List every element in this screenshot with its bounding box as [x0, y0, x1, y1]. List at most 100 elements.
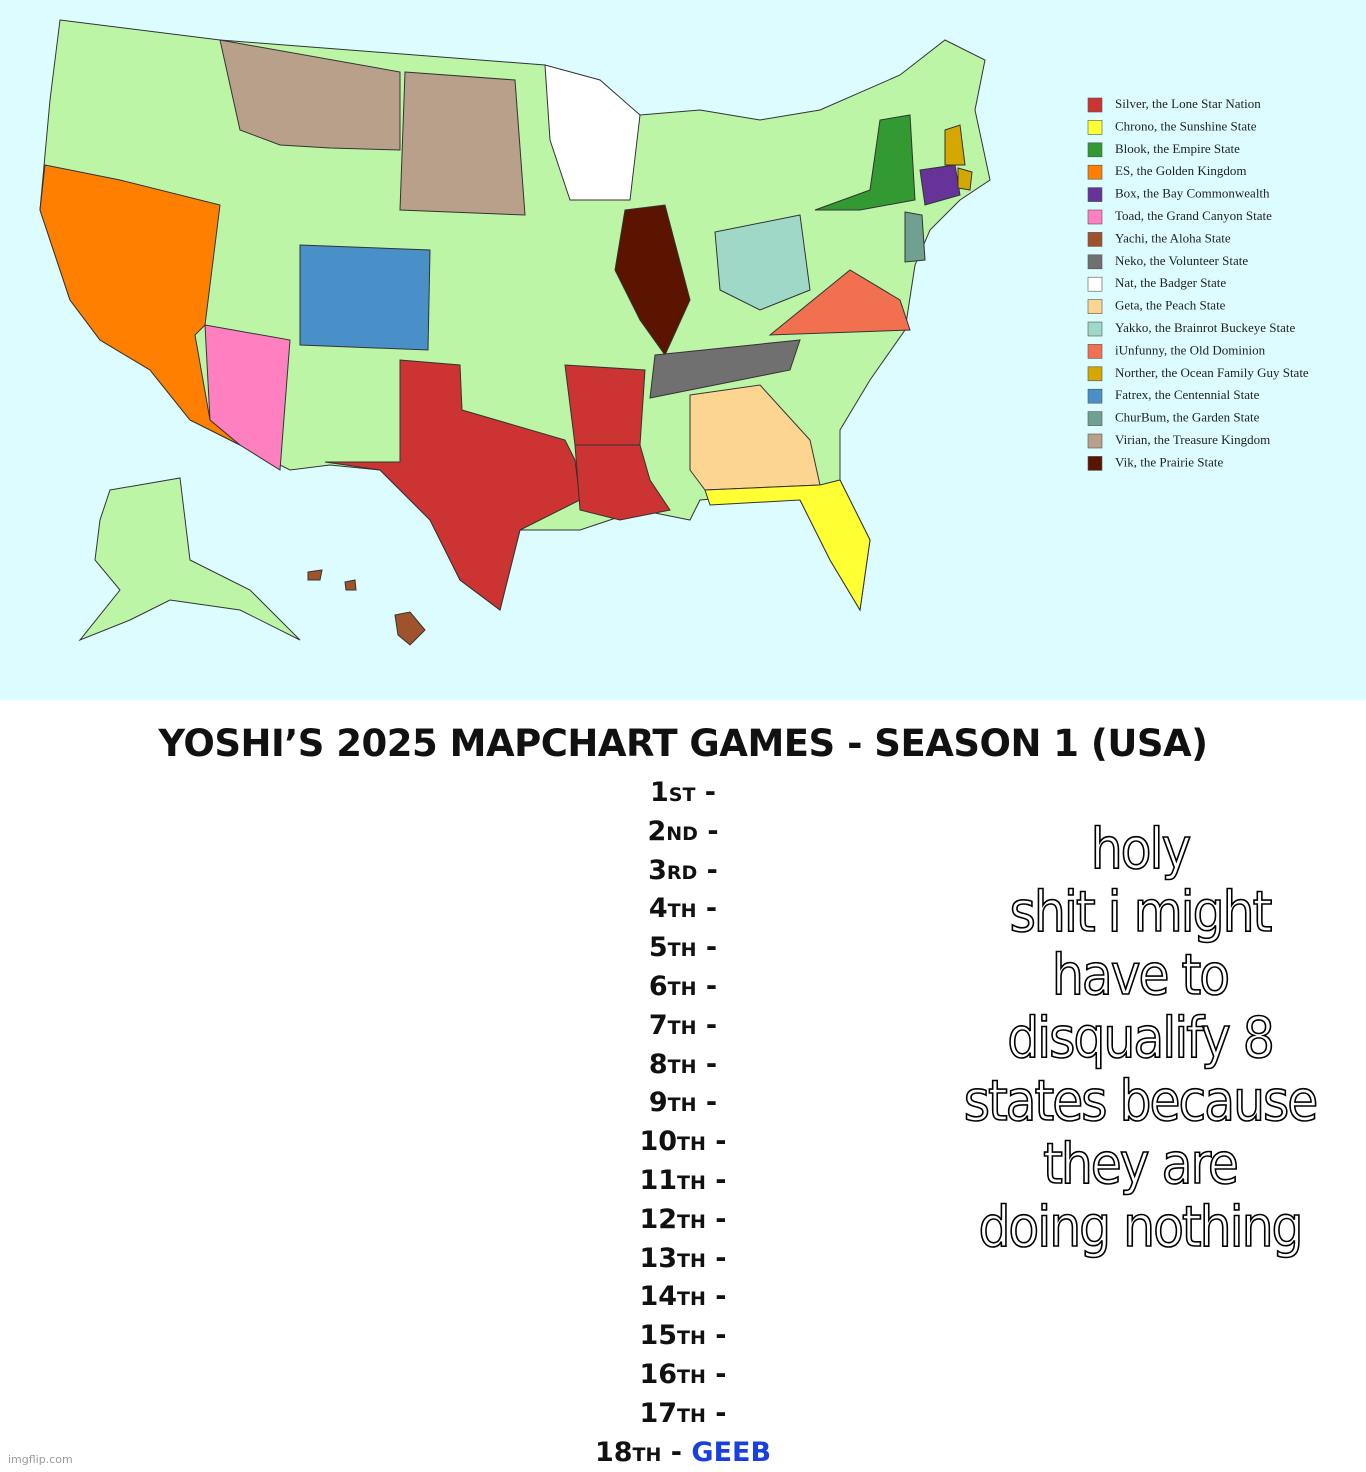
- rank-place: 1st -: [649, 777, 717, 808]
- region: [399, 71, 526, 216]
- rank-place: 6th -: [648, 970, 718, 1002]
- rank-row: 8th -: [483, 1046, 883, 1085]
- caption-line: have to: [1051, 943, 1231, 1008]
- rank-row: 10th -: [483, 1123, 883, 1162]
- rank-row: 18th - GEEB: [483, 1434, 883, 1472]
- rank-place: 11th -: [639, 1164, 727, 1196]
- caption-line: shit i might: [1009, 880, 1273, 945]
- region: [307, 569, 323, 581]
- rank-row: 2nd -: [483, 813, 883, 852]
- rank-place: 17th -: [639, 1397, 727, 1429]
- rank-place: 13th -: [639, 1242, 727, 1274]
- rankings: 1st - 2nd - 3rd - 4th - 5th - 6th - 7th - 8th -…: [483, 774, 883, 1472]
- legend-label: Virian, the Treasure Kingdom: [1115, 432, 1270, 447]
- rank-row: 7th -: [483, 1007, 883, 1046]
- states: [39, 19, 991, 646]
- caption-line: they are: [1042, 1132, 1239, 1197]
- region: [904, 211, 926, 263]
- region: [814, 114, 916, 211]
- rank-row: 9th -: [483, 1084, 883, 1123]
- legend-label: Blook, the Empire State: [1115, 141, 1240, 156]
- legend-swatch: [1087, 97, 1103, 113]
- region: [944, 124, 966, 166]
- legend: Silver, the Lone Star Nation Chrono, the …: [1087, 96, 1309, 471]
- rank-row: 12th -: [483, 1201, 883, 1240]
- legend-swatch: [1087, 164, 1103, 180]
- caption-line: disqualify 8: [1006, 1006, 1275, 1071]
- region: [649, 339, 801, 399]
- legend-swatch: [1087, 388, 1103, 404]
- region: [394, 611, 426, 646]
- legend-label: ChurBum, the Garden State: [1115, 410, 1260, 425]
- legend-swatch: [1087, 276, 1103, 292]
- region: [299, 244, 431, 351]
- rank-place: 18th -: [594, 1436, 682, 1468]
- legend-label: Toad, the Grand Canyon State: [1115, 208, 1272, 223]
- region: [564, 364, 646, 446]
- caption-line: holy: [1090, 817, 1192, 882]
- region: [919, 164, 961, 206]
- legend-label: Silver, the Lone Star Nation: [1115, 96, 1261, 111]
- region: [204, 324, 291, 471]
- legend-swatch: [1087, 411, 1103, 426]
- map: Silver, the Lone Star Nation Chrono, the …: [0, 0, 1366, 700]
- rank-place: 16th -: [639, 1358, 727, 1390]
- alaska: [78, 477, 301, 642]
- legend-swatch: [1087, 142, 1103, 158]
- rank-row: 5th -: [483, 929, 883, 968]
- legend-label: Nat, the Badger State: [1115, 275, 1226, 290]
- region: [768, 269, 911, 336]
- legend-swatch: [1087, 456, 1103, 471]
- legend-swatch: [1087, 209, 1103, 225]
- legend-swatch: [1087, 366, 1103, 382]
- legend-label: iUnfunny, the Old Dominion: [1115, 342, 1266, 357]
- rank-place: 5th -: [648, 932, 718, 964]
- legend-label: Yakko, the Brainrot Buckeye State: [1115, 320, 1296, 335]
- rank-row: 11th -: [483, 1162, 883, 1201]
- legend-swatch: [1087, 344, 1103, 359]
- title: YOSHI’S 2025 MAPCHART GAMES - SEASON 1 (…: [158, 722, 1208, 765]
- legend-swatch: [1087, 232, 1103, 247]
- region: [324, 359, 581, 611]
- rank-place: 2nd -: [647, 815, 719, 847]
- region: [957, 167, 973, 191]
- rank-place: 7th -: [648, 1009, 718, 1041]
- legend-label: Yachi, the Aloha State: [1115, 230, 1231, 245]
- region: [704, 479, 871, 612]
- region: [344, 579, 357, 591]
- region: [544, 64, 641, 201]
- legend-label: Box, the Bay Commonwealth: [1115, 186, 1270, 201]
- legend-swatch: [1087, 433, 1103, 449]
- region: [574, 444, 671, 521]
- legend-label: Fatrex, the Centennial State: [1115, 387, 1260, 402]
- caption: holy shit i might have to disqualify 8 state…: [920, 817, 1360, 1260]
- legend-swatch: [1087, 299, 1103, 314]
- rank-row: 3rd -: [483, 852, 883, 891]
- caption-line: doing nothing: [978, 1195, 1305, 1260]
- rank-name: GEEB: [691, 1436, 772, 1468]
- legend-swatch: [1087, 187, 1103, 202]
- rank-row: 13th -: [483, 1240, 883, 1279]
- legend-swatch: [1087, 120, 1103, 135]
- rank-place: 3rd -: [648, 854, 718, 886]
- rank-place: 15th -: [639, 1320, 727, 1352]
- legend-label: Geta, the Peach State: [1115, 298, 1226, 313]
- legend-label: Vik, the Prairie State: [1115, 454, 1223, 469]
- rank-place: 4th -: [648, 893, 718, 925]
- rank-row: 17th -: [483, 1395, 883, 1434]
- legend-label: Norther, the Ocean Family Guy State: [1115, 365, 1309, 380]
- rank-place: 9th -: [648, 1087, 718, 1119]
- legend-swatch: [1087, 321, 1103, 337]
- rank-row: 15th -: [483, 1317, 883, 1356]
- rank-row: 6th -: [483, 968, 883, 1007]
- region: [219, 39, 401, 151]
- region: [714, 214, 811, 311]
- rank-row: 4th -: [483, 890, 883, 929]
- rank-place: 8th -: [648, 1048, 718, 1080]
- legend-label: Chrono, the Sunshine State: [1115, 118, 1257, 133]
- rank-place: 14th -: [639, 1281, 727, 1313]
- rank-row: 16th -: [483, 1356, 883, 1395]
- legend-label: ES, the Golden Kingdom: [1115, 163, 1246, 178]
- rank-row: 1st -: [483, 774, 883, 813]
